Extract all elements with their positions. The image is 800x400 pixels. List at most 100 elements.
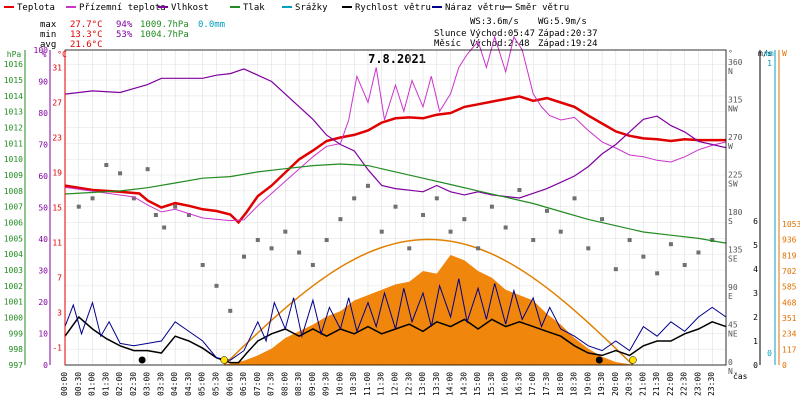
wind-direction-point [586, 246, 591, 251]
humidity-tick-label: 50 [38, 204, 48, 213]
direction-tick-name: SW [728, 180, 738, 189]
legend-label: Rychlost větru [355, 3, 431, 13]
wind-direction-point [118, 171, 123, 176]
wind-tick-label: 4 [753, 265, 758, 274]
temperature-tick-label: 27 [52, 99, 62, 108]
solar-tick-label: 585 [782, 283, 797, 292]
axes: hPa% °C9979989991000100110021003100410051… [4, 46, 800, 396]
humidity-tick-label: 30 [38, 267, 48, 276]
pressure-axis-label: hPa [7, 50, 22, 59]
wind-direction-point [710, 238, 715, 242]
direction-tick-name: W [728, 142, 733, 151]
x-tick-label: 18:30 [570, 372, 579, 396]
stats-avg-label: avg [40, 40, 56, 50]
x-tick-label: 22:00 [666, 372, 675, 396]
direction-tick-name: NE [728, 330, 738, 339]
direction-tick-name: N [728, 67, 733, 76]
wind-direction-point [407, 246, 412, 251]
pressure-tick-label: 997 [9, 361, 24, 370]
temperature-tick-label: 11 [52, 239, 62, 248]
legend: Teplota Přízemní teplota Vlhkost Tlak Srážky… [4, 3, 569, 13]
pressure-tick-label: 1005 [4, 234, 23, 243]
wind-direction-point [668, 242, 673, 247]
x-tick-label: 05:00 [198, 372, 207, 396]
wind-direction-point [283, 229, 288, 234]
stats-max-label: max [40, 20, 57, 30]
wind-direction-point [655, 271, 660, 276]
pressure-tick-label: 1002 [4, 282, 23, 291]
legend-label: Přízemní teplota [79, 3, 166, 13]
legend-label: Vlhkost [171, 3, 209, 13]
x-tick-label: 07:00 [253, 372, 262, 396]
x-tick-label: 18:00 [556, 372, 565, 396]
sun-rise: Východ:05:47 [470, 29, 535, 39]
x-axis-label: čas [733, 371, 748, 381]
direction-tick-name: S [728, 217, 733, 226]
series-line [64, 35, 727, 222]
temperature-tick-label: -1 [52, 344, 62, 353]
plot-area [64, 35, 727, 366]
x-tick-label: 13:00 [418, 372, 427, 396]
humidity-axis-label: % [42, 50, 47, 59]
pressure-tick-label: 1012 [4, 124, 23, 133]
legend-label: Teplota [17, 3, 55, 13]
x-tick-label: 23:00 [693, 372, 702, 396]
x-tick-label: 03:30 [156, 372, 165, 396]
direction-axis-label: ° [728, 49, 733, 58]
pressure-tick-label: 1007 [4, 203, 23, 212]
solar-axis-label: W [782, 49, 787, 58]
x-tick-label: 00:30 [74, 372, 83, 396]
x-tick-label: 20:00 [611, 372, 620, 396]
wind-direction-point [310, 263, 315, 267]
x-tick-label: 20:30 [625, 372, 634, 396]
temperature-tick-label: 15 [52, 204, 62, 213]
pressure-tick-label: 1006 [4, 219, 23, 228]
moon-rise: Východ:2:48 [470, 39, 530, 49]
stats-min-press: 1004.7hPa [140, 30, 189, 40]
x-tick-label: 05:30 [211, 372, 220, 396]
wind-direction-point [76, 204, 81, 209]
temperature-tick-label: 23 [52, 134, 62, 143]
wind-direction-point [517, 188, 522, 192]
series-line [64, 278, 727, 361]
x-tick-label: 15:30 [487, 372, 496, 396]
direction-tick-name: NW [728, 105, 738, 114]
x-tick-label: 21:00 [638, 372, 647, 396]
solar-radiation-area [224, 254, 633, 366]
x-tick-label: 04:00 [170, 372, 179, 396]
pressure-tick-label: 1010 [4, 155, 23, 164]
moonset-marker [595, 356, 603, 364]
temperature-axis-label: °C [57, 50, 67, 59]
wind-direction-point [162, 225, 167, 230]
moon-label: Měsíc [434, 39, 461, 49]
wind-tick-label: 6 [753, 217, 758, 226]
sun-label: Slunce [434, 29, 467, 39]
wind-direction-point [153, 213, 158, 217]
x-tick-label: 09:30 [322, 372, 331, 396]
solar-tick-label: 117 [782, 345, 797, 354]
wind-gust-info: WG:5.9m/s [538, 17, 587, 27]
rain-axis-label: mm [764, 49, 774, 58]
moonrise-marker [138, 356, 146, 364]
wind-tick-label: 0 [753, 361, 758, 370]
wind-direction-point [242, 254, 247, 259]
x-tick-label: 10:30 [349, 372, 358, 396]
solar-tick-label: 936 [782, 236, 797, 245]
sunset-marker [629, 356, 637, 364]
wind-direction-point [696, 250, 701, 255]
legend-label: Směr větru [515, 3, 569, 13]
humidity-tick-label: 90 [38, 78, 48, 87]
temperature-tick-label: 7 [57, 274, 62, 283]
x-tick-label: 01:30 [101, 372, 110, 396]
wind-direction-point [531, 238, 536, 242]
x-tick-label: 08:00 [280, 372, 289, 396]
pressure-tick-label: 1014 [4, 92, 23, 101]
astro-block: WS:3.6m/s WG:5.9m/s Slunce Východ:05:47 … [434, 17, 598, 49]
stats-min-label: min [40, 30, 56, 40]
pressure-tick-label: 1015 [4, 76, 23, 85]
series-line [64, 315, 727, 364]
x-tick-label: 12:30 [404, 372, 413, 396]
wind-direction-point [489, 204, 494, 209]
